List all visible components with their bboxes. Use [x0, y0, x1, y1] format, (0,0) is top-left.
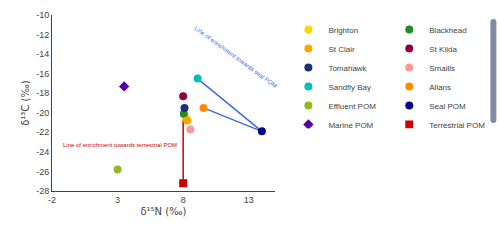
svg-text:-16: -16: [36, 69, 49, 79]
svg-text:-28: -28: [36, 186, 49, 196]
svg-text:Blackhead: Blackhead: [429, 26, 466, 35]
svg-text:3: 3: [115, 195, 120, 205]
svg-text:Smaills: Smaills: [429, 64, 455, 73]
svg-text:Line of enrichment towards ter: Line of enrichment towards terrestrial P…: [63, 142, 177, 148]
svg-text:-24: -24: [36, 147, 49, 157]
svg-text:-18: -18: [36, 88, 49, 98]
svg-text:Brighton: Brighton: [328, 26, 358, 35]
svg-text:Sandfly Bay: Sandfly Bay: [328, 83, 371, 92]
svg-text:δ¹⁵N (‰): δ¹⁵N (‰): [140, 206, 186, 217]
svg-text:-26: -26: [36, 167, 49, 177]
svg-text:-14: -14: [36, 49, 49, 59]
svg-text:-22: -22: [36, 127, 49, 137]
svg-text:13: 13: [244, 195, 254, 205]
svg-text:δ¹³C (‰): δ¹³C (‰): [20, 80, 31, 126]
svg-text:Seal POM: Seal POM: [429, 102, 466, 111]
svg-text:Effluent POM: Effluent POM: [328, 102, 376, 111]
svg-text:Tomahawk: Tomahawk: [328, 64, 367, 73]
svg-text:St Clair: St Clair: [328, 45, 355, 54]
svg-text:Marine POM: Marine POM: [328, 121, 373, 129]
svg-text:8: 8: [181, 195, 186, 205]
svg-text:Allans: Allans: [429, 83, 451, 92]
svg-text:-2: -2: [48, 195, 56, 205]
svg-text:Line of enrichment towards sea: Line of enrichment towards seal POM: [194, 25, 278, 89]
svg-text:St Kilda: St Kilda: [429, 45, 457, 54]
svg-text:-20: -20: [36, 108, 49, 118]
svg-text:-10: -10: [36, 10, 49, 20]
svg-text:-12: -12: [36, 30, 49, 40]
svg-text:Terrestrial POM: Terrestrial POM: [429, 121, 485, 129]
